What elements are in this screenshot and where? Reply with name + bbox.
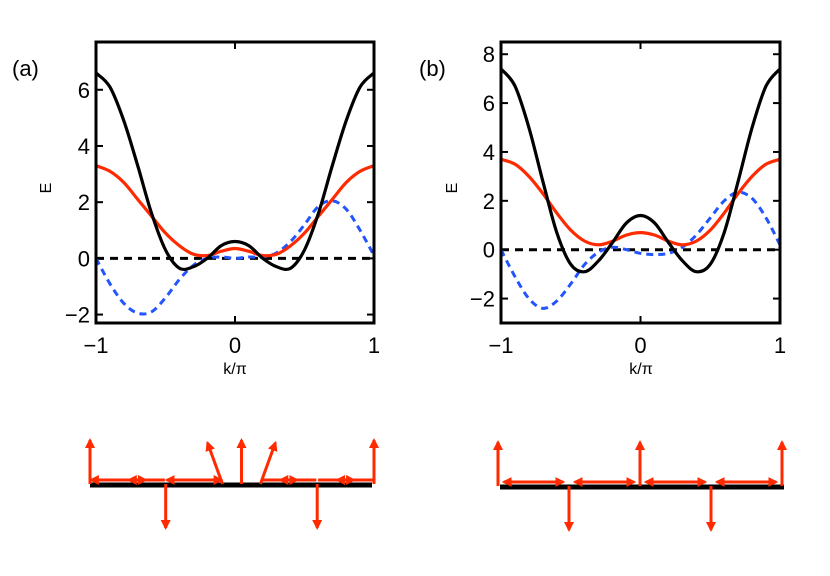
panel-b-x-ticks: −1 0 1 bbox=[488, 42, 786, 358]
x-tick-label: 0 bbox=[229, 333, 241, 358]
spin-arrow bbox=[258, 440, 278, 485]
y-tick-label: 2 bbox=[78, 190, 90, 215]
y-tick-label: 0 bbox=[78, 246, 90, 271]
panel-a-frame bbox=[94, 40, 376, 325]
x-tick-label: 0 bbox=[634, 333, 646, 358]
y-tick-label: 6 bbox=[483, 91, 495, 116]
series-red-line bbox=[96, 164, 374, 258]
series-blue-line bbox=[501, 190, 780, 310]
spin-diagram-a bbox=[85, 438, 379, 530]
panel-a-label: (a) bbox=[12, 56, 39, 81]
panel-b-label: (b) bbox=[419, 56, 446, 81]
x-tick-label: 1 bbox=[368, 333, 380, 358]
panel-a-xlabel: k/π bbox=[223, 361, 246, 378]
y-tick-label: 2 bbox=[483, 189, 495, 214]
panel-b: (b) E k/π −2 0 2 4 6 8 −1 0 1 bbox=[419, 40, 786, 378]
x-tick-label: −1 bbox=[83, 333, 108, 358]
series-red-line bbox=[501, 157, 780, 247]
series-black-line bbox=[501, 67, 780, 274]
y-tick-label: 4 bbox=[78, 134, 90, 159]
series-blue-line bbox=[96, 199, 374, 316]
y-tick-label: 4 bbox=[483, 140, 495, 165]
x-tick-label: −1 bbox=[488, 333, 513, 358]
y-tick-label: 0 bbox=[483, 238, 495, 263]
panel-b-series bbox=[501, 67, 780, 310]
spin-arrow bbox=[205, 440, 224, 485]
y-tick-label: 8 bbox=[483, 42, 495, 67]
y-tick-label: −2 bbox=[470, 287, 495, 312]
y-tick-label: 6 bbox=[78, 78, 90, 103]
series-black-line bbox=[96, 71, 374, 272]
panel-a-series bbox=[96, 71, 374, 316]
y-tick-label: −2 bbox=[65, 303, 90, 328]
spin-diagram-b bbox=[493, 440, 787, 532]
panel-a-ylabel: E bbox=[38, 183, 55, 194]
panel-b-y-ticks: −2 0 2 4 6 8 bbox=[470, 42, 780, 312]
panel-b-frame bbox=[499, 40, 782, 325]
panel-b-ylabel: E bbox=[444, 183, 461, 194]
x-tick-label: 1 bbox=[774, 333, 786, 358]
panel-a: (a) E k/π −2 0 2 4 6 −1 0 1 bbox=[12, 40, 380, 378]
panel-b-xlabel: k/π bbox=[629, 361, 652, 378]
